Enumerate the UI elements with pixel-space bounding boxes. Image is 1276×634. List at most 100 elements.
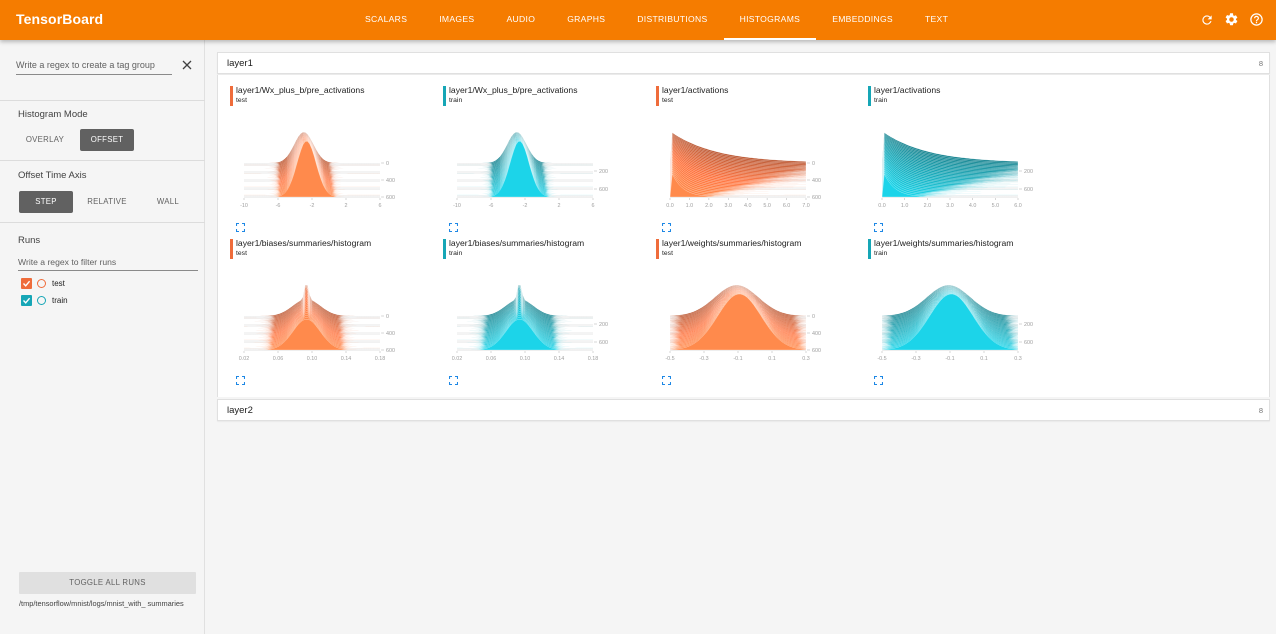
x-tick-label: 2 xyxy=(345,203,348,209)
expand-icon[interactable] xyxy=(448,219,459,233)
x-tick-label: 2.0 xyxy=(924,203,932,209)
histogram-chart: -10 -6 -2 2 6 200 600 xyxy=(453,132,608,209)
histogram-ridge xyxy=(669,151,807,183)
divider xyxy=(0,160,205,161)
checkbox-train[interactable] xyxy=(21,294,32,306)
tag-group-header-layer2[interactable]: layer2 8 xyxy=(217,399,1270,421)
x-tick-label: 0.14 xyxy=(554,356,565,362)
x-tick-label: 1.0 xyxy=(901,203,909,209)
refresh-icon[interactable] xyxy=(1197,10,1216,29)
y-tick-label: 200 xyxy=(599,322,608,328)
histogram-mode-title: Histogram Mode xyxy=(18,109,88,120)
checkbox-test[interactable] xyxy=(21,277,32,289)
expand-icon[interactable] xyxy=(235,372,246,386)
y-tick-label: 600 xyxy=(812,348,821,354)
help-icon[interactable] xyxy=(1247,10,1266,29)
x-tick-label: 3.0 xyxy=(725,203,733,209)
run-color-stripe xyxy=(443,239,446,259)
expand-icon[interactable] xyxy=(235,219,246,233)
histogram-ridge xyxy=(457,319,593,351)
run-color-stripe xyxy=(868,239,871,259)
tab-histograms[interactable]: HISTOGRAMS xyxy=(723,0,817,40)
y-tick-label: 200 xyxy=(1024,322,1033,328)
card-title: layer1/activations xyxy=(874,85,941,95)
close-icon[interactable] xyxy=(181,58,193,70)
toggle-all-runs-button[interactable]: TOGGLE ALL RUNS xyxy=(19,572,196,594)
tab-distributions[interactable]: DISTRIBUTIONS xyxy=(637,14,708,24)
y-tick-label: 0 xyxy=(386,314,389,320)
x-tick-label: 0.18 xyxy=(588,356,599,362)
x-tick-label: 1.0 xyxy=(686,203,694,209)
x-tick-label: -6 xyxy=(276,203,281,209)
histogram-card: layer1/Wx_plus_b/pre_activations test -1… xyxy=(230,85,430,235)
overlay-mode-button[interactable]: OVERLAY xyxy=(25,135,65,144)
card-title: layer1/biases/summaries/histogram xyxy=(236,238,372,248)
x-tick-label: 0.0 xyxy=(666,203,674,209)
offset-mode-button[interactable]: OFFSET xyxy=(80,129,134,151)
x-tick-label: -2 xyxy=(523,203,528,209)
wall-axis-button[interactable]: WALL xyxy=(156,197,180,206)
card-run: test xyxy=(662,250,673,257)
tab-graphs[interactable]: GRAPHS xyxy=(567,14,606,24)
x-tick-label: 6 xyxy=(592,203,595,209)
run-color-icon[interactable] xyxy=(37,278,46,288)
run-label: test xyxy=(52,278,65,288)
tab-audio[interactable]: AUDIO xyxy=(506,14,536,24)
card-title: layer1/weights/summaries/histogram xyxy=(662,238,802,248)
x-tick-label: -10 xyxy=(240,203,248,209)
expand-icon[interactable] xyxy=(873,219,884,233)
run-color-icon[interactable] xyxy=(37,295,46,305)
card-title: layer1/activations xyxy=(662,85,729,95)
histogram-chart: -0.5 -0.3 -0.1 0.1 0.3 0 400 600 xyxy=(665,284,821,362)
run-color-stripe xyxy=(656,86,659,106)
tab-images[interactable]: IMAGES xyxy=(439,14,475,24)
grid-band xyxy=(882,195,1018,198)
y-tick-label: 200 xyxy=(1024,169,1033,175)
tag-group-input[interactable] xyxy=(16,56,172,75)
run-color-stripe xyxy=(868,86,871,106)
tab-text[interactable]: TEXT xyxy=(924,14,949,24)
y-tick-label: 400 xyxy=(812,178,821,184)
grid-band xyxy=(670,195,806,198)
run-item-train[interactable]: train xyxy=(21,293,68,307)
card-run: test xyxy=(236,97,247,104)
card-run: test xyxy=(662,97,673,104)
tab-embeddings[interactable]: EMBEDDINGS xyxy=(832,14,893,24)
x-tick-label: 2.0 xyxy=(705,203,713,209)
run-label: train xyxy=(52,295,68,305)
relative-axis-button[interactable]: RELATIVE xyxy=(87,197,127,206)
histogram-ridge xyxy=(244,141,380,198)
expand-icon[interactable] xyxy=(448,372,459,386)
histogram-ridge xyxy=(881,151,1019,183)
y-tick-label: 600 xyxy=(386,195,395,201)
card-title: layer1/weights/summaries/histogram xyxy=(874,238,1014,248)
x-tick-label: 0.10 xyxy=(307,356,318,362)
expand-icon[interactable] xyxy=(661,372,672,386)
tag-group-header-layer1[interactable]: layer1 8 xyxy=(217,52,1270,74)
y-tick-label: 600 xyxy=(386,348,395,354)
y-tick-label: 400 xyxy=(812,331,821,337)
expand-icon[interactable] xyxy=(661,219,672,233)
x-tick-label: 0.18 xyxy=(375,356,386,362)
card-run: test xyxy=(236,250,247,257)
group-name: layer1 xyxy=(227,58,253,69)
y-tick-label: 600 xyxy=(812,195,821,201)
card-run: train xyxy=(874,97,888,104)
divider xyxy=(0,100,205,101)
histogram-ridge xyxy=(881,172,1018,198)
tab-scalars[interactable]: SCALARS xyxy=(365,14,408,24)
histogram-ridge xyxy=(244,319,380,351)
run-color-stripe xyxy=(230,86,233,106)
x-tick-label: 3.0 xyxy=(946,203,954,209)
expand-icon[interactable] xyxy=(873,372,884,386)
run-color-stripe xyxy=(230,239,233,259)
run-filter-input[interactable] xyxy=(18,254,198,271)
card-title: layer1/Wx_plus_b/pre_activations xyxy=(236,85,365,95)
step-axis-button[interactable]: STEP xyxy=(19,191,73,213)
y-tick-label: 600 xyxy=(599,340,608,346)
y-tick-label: 0 xyxy=(386,161,389,167)
run-item-test[interactable]: test xyxy=(21,276,65,290)
settings-icon[interactable] xyxy=(1222,10,1241,29)
x-tick-label: 0.02 xyxy=(452,356,463,362)
y-tick-label: 400 xyxy=(386,178,395,184)
